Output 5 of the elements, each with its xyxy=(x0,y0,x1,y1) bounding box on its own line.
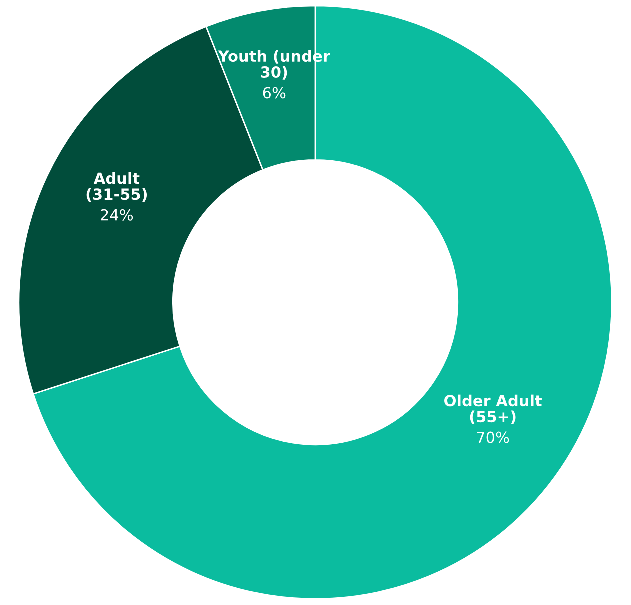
data-label: 6% xyxy=(263,87,286,99)
data-label: 24% xyxy=(101,209,134,221)
slice-label: Older Adult (55+) xyxy=(444,394,542,424)
slice-label: Adult (31-55) xyxy=(86,172,148,202)
data-label: 70% xyxy=(477,432,510,444)
